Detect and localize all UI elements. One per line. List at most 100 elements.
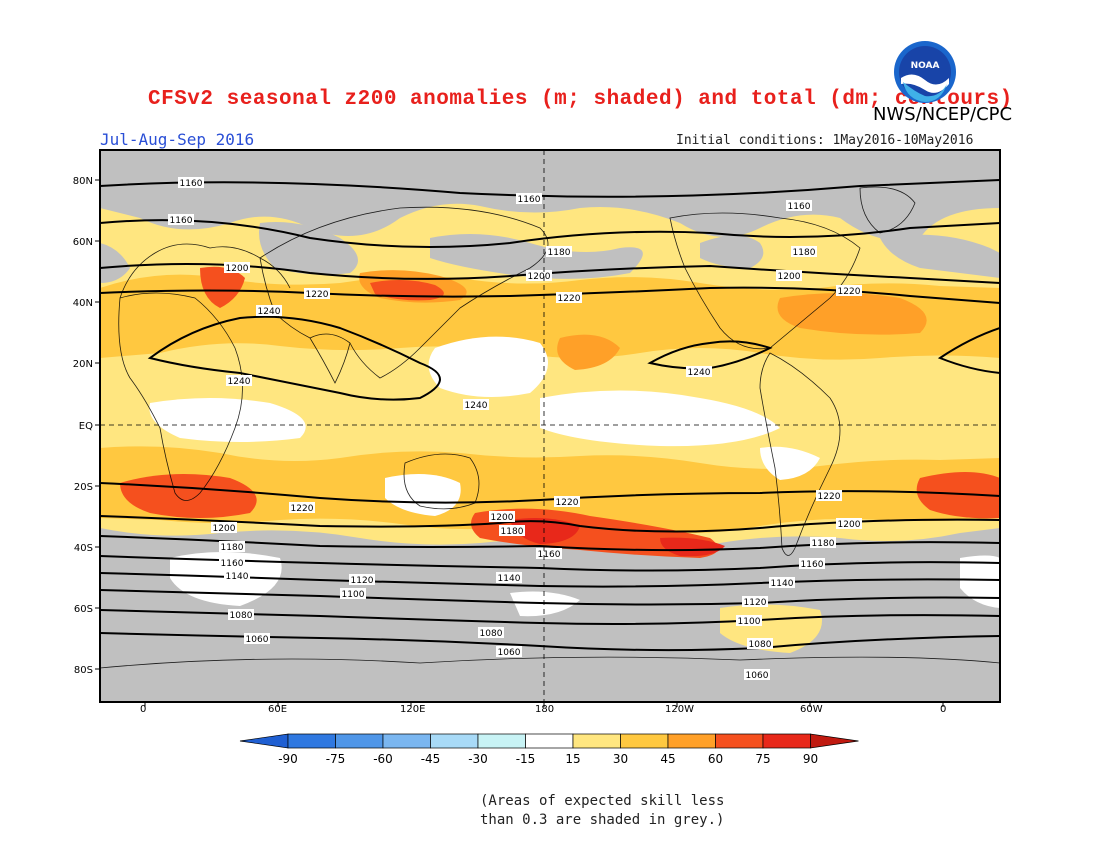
contour-label: 1180 — [810, 537, 836, 549]
red-tasman — [510, 518, 580, 544]
lat-tick: 60S — [74, 604, 100, 615]
lat-tick: 20S — [74, 482, 100, 493]
contour-label: 1200 — [526, 270, 552, 282]
svg-text:1140: 1140 — [498, 574, 521, 584]
colorbar-tick-label: -30 — [468, 752, 488, 766]
lon-label: 120E — [400, 704, 426, 715]
skill-footnote: (Areas of expected skill less than 0.3 a… — [480, 792, 724, 830]
colorbar-box — [667, 733, 716, 749]
lon-label: 60W — [800, 704, 823, 715]
colorbar-tick-label: -90 — [278, 752, 298, 766]
svg-text:1080: 1080 — [480, 629, 503, 639]
svg-text:1180: 1180 — [548, 248, 571, 258]
svg-text:1160: 1160 — [518, 195, 541, 205]
svg-text:1080: 1080 — [230, 611, 253, 621]
orange-atlantic — [777, 293, 927, 335]
contour-label: 1140 — [769, 577, 795, 589]
noaa-logo-icon: NOAA — [894, 41, 956, 103]
lat-tick: 40S — [74, 543, 100, 554]
colorbar-tick-label: 45 — [660, 752, 675, 766]
contour-label: 1220 — [289, 502, 315, 514]
contour-label: 1240 — [463, 399, 489, 411]
contour-label: 1200 — [489, 511, 515, 523]
white-south-america — [760, 446, 820, 480]
svg-text:1200: 1200 — [838, 520, 861, 530]
lat-tick: 40N — [73, 298, 100, 309]
svg-text:1140: 1140 — [771, 579, 794, 589]
longitude-axis — [144, 702, 944, 707]
contour-label: 1060 — [244, 633, 270, 645]
lat-tick: 60N — [73, 237, 100, 248]
svg-text:1080: 1080 — [749, 640, 772, 650]
white-australia — [385, 474, 461, 516]
svg-text:1120: 1120 — [744, 598, 767, 608]
svg-text:1220: 1220 — [556, 498, 579, 508]
contour-label: 1220 — [556, 292, 582, 304]
svg-text:1240: 1240 — [465, 401, 488, 411]
lat-tick: EQ — [79, 421, 100, 432]
contour-label: 1240 — [256, 305, 282, 317]
colorbar-tick-label: -45 — [421, 752, 441, 766]
svg-text:1240: 1240 — [258, 307, 281, 317]
contour-label: 1180 — [219, 541, 245, 553]
coastlines — [100, 186, 1000, 669]
colorbar-arrow-low — [239, 733, 289, 749]
anomaly-map: 1160 1160 1160 1160 1180 1180 1200 1200 … — [73, 149, 1001, 707]
contour-label: 1160 — [799, 558, 825, 570]
svg-text:40S: 40S — [74, 543, 93, 554]
orange-sh-band — [100, 446, 1000, 534]
svg-text:1220: 1220 — [838, 287, 861, 297]
contour-label: 1200 — [211, 522, 237, 534]
svg-text:1200: 1200 — [226, 264, 249, 274]
svg-text:1060: 1060 — [246, 635, 269, 645]
season-label: Jul-Aug-Sep 2016 — [100, 130, 255, 149]
colorbar-tick-label: 90 — [803, 752, 818, 766]
initial-conditions: Initial conditions: 1May2016-10May2016 — [676, 133, 974, 148]
svg-text:1180: 1180 — [793, 248, 816, 258]
svg-text:NOAA: NOAA — [911, 61, 940, 71]
colorbar-box — [762, 733, 811, 749]
svg-text:EQ: EQ — [79, 421, 93, 432]
svg-text:1240: 1240 — [688, 368, 711, 378]
white-indian-ocean — [149, 398, 306, 442]
svg-text:20N: 20N — [73, 359, 93, 370]
colorbar-box — [287, 733, 336, 749]
svg-text:1220: 1220 — [306, 290, 329, 300]
svg-text:1200: 1200 — [528, 272, 551, 282]
contour-label: 1180 — [546, 246, 572, 258]
contour-label: 1220 — [816, 490, 842, 502]
svg-text:1180: 1180 — [812, 539, 835, 549]
footnote-line-2: than 0.3 are shaded in grey.) — [480, 812, 725, 828]
lon-label: 0 — [140, 704, 147, 715]
svg-text:1180: 1180 — [501, 527, 524, 537]
svg-text:1160: 1160 — [180, 179, 203, 189]
colorbar-arrow-high — [810, 733, 859, 749]
svg-text:1160: 1160 — [788, 202, 811, 212]
svg-text:1200: 1200 — [778, 272, 801, 282]
svg-text:1100: 1100 — [342, 590, 365, 600]
contour-label: 1180 — [499, 525, 525, 537]
svg-text:1200: 1200 — [213, 524, 236, 534]
contour-label: 1120 — [349, 574, 375, 586]
svg-text:1220: 1220 — [558, 294, 581, 304]
red-south-pacific-east — [660, 537, 725, 557]
colorbar-box — [572, 733, 621, 749]
contour-label: 1060 — [496, 646, 522, 658]
contour-label: 1160 — [786, 200, 812, 212]
svg-text:1180: 1180 — [221, 543, 244, 553]
contour-label: 1160 — [168, 214, 194, 226]
contour-label: 1160 — [536, 548, 562, 560]
svg-text:1160: 1160 — [538, 550, 561, 560]
svg-text:1060: 1060 — [746, 671, 769, 681]
svg-text:1160: 1160 — [170, 216, 193, 226]
svg-text:1120: 1120 — [351, 576, 374, 586]
svg-text:1060: 1060 — [498, 648, 521, 658]
contour-label: 1220 — [554, 496, 580, 508]
contour-label: 1120 — [742, 596, 768, 608]
contour-label: 1200 — [224, 262, 250, 274]
colorbar-tick-label: -75 — [326, 752, 346, 766]
contour-label: 1140 — [224, 570, 250, 582]
grey-nh-midlat-3 — [700, 235, 764, 268]
contour-label: 1080 — [747, 638, 773, 650]
contour-label: 1100 — [736, 615, 762, 627]
